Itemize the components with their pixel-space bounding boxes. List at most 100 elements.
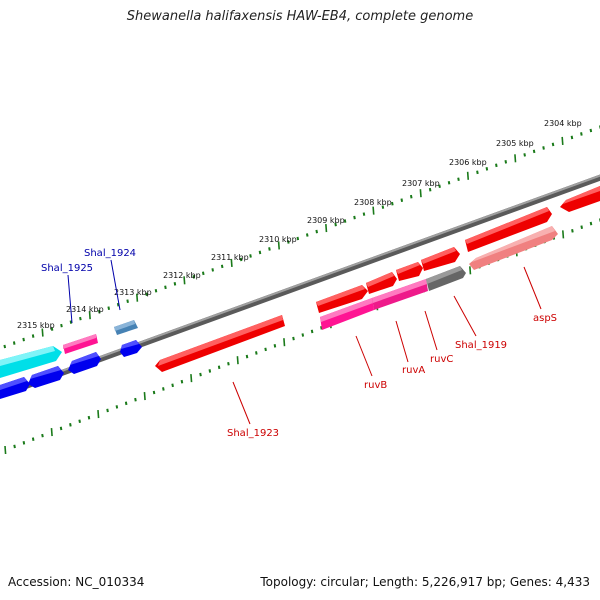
outer-tick-mark bbox=[523, 153, 526, 157]
inner-tick-mark bbox=[292, 336, 295, 341]
outer-tick-mark bbox=[211, 268, 215, 272]
genome-summary-text: Topology: circular; Length: 5,226,917 bp… bbox=[260, 575, 590, 589]
outer-tick-mark bbox=[277, 241, 280, 250]
inner-tick-mark bbox=[571, 228, 574, 233]
inner-tick-mark bbox=[245, 354, 249, 359]
gene-ruva bbox=[372, 279, 428, 310]
outer-tick-mark bbox=[145, 292, 148, 297]
outer-tick-mark bbox=[325, 223, 328, 233]
inner-tick-mark bbox=[180, 379, 184, 384]
tick-label-2307: 2307 kbp bbox=[402, 179, 440, 188]
outer-tick-mark bbox=[183, 276, 186, 285]
outer-tick-mark bbox=[88, 311, 91, 320]
outer-tick-mark bbox=[258, 250, 262, 255]
inner-tick-mark bbox=[273, 343, 277, 348]
outer-tick-mark bbox=[201, 271, 205, 276]
gene-label-shal-1924: Shal_1924 bbox=[84, 248, 136, 259]
inner-tick-mark bbox=[580, 225, 583, 229]
tick-label-2311: 2311 kbp bbox=[211, 253, 249, 262]
outer-tick-mark bbox=[466, 171, 470, 180]
inner-tick-mark bbox=[562, 230, 565, 239]
outer-tick-mark bbox=[79, 316, 82, 321]
outer-tick-mark bbox=[542, 146, 545, 150]
outer-tick-mark bbox=[409, 194, 413, 199]
tick-label-2306: 2306 kbp bbox=[449, 158, 487, 167]
outer-tick-mark bbox=[476, 170, 479, 175]
gene-red-2 bbox=[366, 272, 397, 294]
outer-tick-mark bbox=[438, 184, 441, 189]
gene-red-4 bbox=[421, 247, 460, 271]
outer-tick-mark bbox=[173, 282, 177, 286]
inner-tick-mark bbox=[69, 423, 72, 427]
outer-tick-mark bbox=[296, 236, 300, 241]
label-leaders bbox=[67, 259, 542, 425]
outer-tick-mark bbox=[551, 142, 555, 147]
inner-tick-mark bbox=[87, 415, 91, 420]
outer-tick-mark bbox=[69, 320, 73, 324]
outer-tick-mark bbox=[305, 233, 309, 237]
inner-tick-mark bbox=[310, 329, 314, 334]
tick-label-2310: 2310 kbp bbox=[259, 235, 297, 244]
outer-tick-mark bbox=[230, 258, 233, 267]
inner-tick-mark bbox=[199, 372, 202, 377]
inner-tick-mark bbox=[162, 387, 165, 391]
inner-tick-mark bbox=[152, 390, 156, 395]
outer-tick-mark bbox=[343, 219, 347, 223]
outer-tick-mark bbox=[50, 327, 54, 331]
outer-tick-mark bbox=[98, 309, 101, 314]
gene-red-1 bbox=[316, 285, 368, 313]
gene-label-shal-1925: Shal_1925 bbox=[41, 263, 93, 274]
reverse-genes bbox=[0, 226, 558, 399]
outer-tick-mark bbox=[3, 344, 7, 349]
tick-labels: 2304 kbp 2305 kbp 2306 kbp 2307 kbp 2308… bbox=[17, 119, 582, 330]
outer-tick-mark bbox=[495, 163, 498, 168]
inner-tick-mark bbox=[255, 351, 258, 355]
inner-tick-mark bbox=[124, 401, 128, 406]
tick-label-2312: 2312 kbp bbox=[163, 271, 201, 280]
outer-tick-mark bbox=[192, 275, 196, 279]
inner-tick-mark bbox=[589, 221, 593, 226]
outer-tick-mark bbox=[419, 189, 422, 198]
inner-tick-mark bbox=[4, 445, 7, 455]
tick-label-2313: 2313 kbp bbox=[114, 288, 152, 297]
outer-tick-mark bbox=[116, 302, 120, 307]
inner-tick-mark bbox=[227, 361, 230, 366]
inner-tick-mark bbox=[283, 338, 286, 347]
inner-tick-mark bbox=[236, 356, 239, 365]
gene-label-ruva: ruvA bbox=[402, 365, 425, 376]
gene-label-ruvb: ruvB bbox=[364, 380, 387, 391]
outer-tick-mark bbox=[220, 264, 224, 269]
inner-tick-mark bbox=[97, 410, 100, 419]
gene-red-3 bbox=[396, 262, 423, 281]
outer-tick-mark bbox=[570, 135, 574, 140]
inner-tick-mark bbox=[31, 437, 35, 442]
gene-shal-1924 bbox=[114, 320, 138, 335]
outer-tick-mark bbox=[287, 240, 290, 244]
inner-tick-mark bbox=[41, 433, 44, 438]
outer-tick-mark bbox=[485, 167, 489, 171]
outer-tick-mark bbox=[31, 334, 35, 338]
accession-text: Accession: NC_010334 bbox=[8, 575, 145, 589]
outer-tick-mark bbox=[268, 247, 271, 251]
inner-tick-mark bbox=[106, 408, 109, 413]
tick-label-2308: 2308 kbp bbox=[354, 198, 392, 207]
gene-label-asps: aspS bbox=[533, 313, 557, 324]
inner-tick-mark bbox=[78, 419, 81, 424]
outer-tick-mark bbox=[391, 201, 394, 206]
outer-tick-mark bbox=[504, 160, 508, 164]
outer-tick-mark bbox=[561, 136, 564, 145]
outer-tick-mark bbox=[315, 229, 318, 234]
map-title: Shewanella halifaxensis HAW-EB4, complet… bbox=[126, 9, 474, 24]
outer-tick-mark bbox=[334, 222, 337, 227]
outer-tick-mark bbox=[457, 177, 460, 182]
tick-label-2304: 2304 kbp bbox=[544, 119, 582, 128]
inner-tick-mark bbox=[50, 427, 53, 437]
gene-red-5 bbox=[465, 207, 552, 252]
inner-tick-mark bbox=[208, 369, 212, 373]
outer-tick-ring bbox=[3, 125, 600, 349]
outer-tick-mark bbox=[126, 299, 129, 304]
outer-tick-mark bbox=[447, 180, 451, 185]
inner-tick-mark bbox=[115, 405, 119, 409]
inner-tick-mark bbox=[13, 444, 16, 449]
gene-ruvc bbox=[426, 266, 466, 291]
